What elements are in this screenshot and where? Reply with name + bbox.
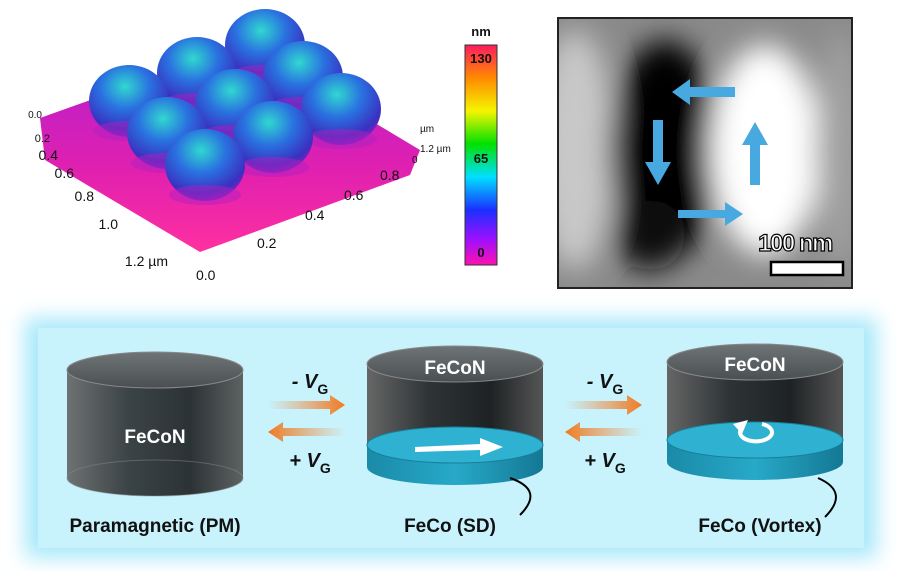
- voltage-subscript: G: [320, 460, 331, 476]
- surface-dome: [165, 129, 245, 201]
- axis-label: 0.6: [55, 165, 75, 181]
- cylinder-top: [66, 351, 244, 389]
- spin-arrow: [415, 438, 503, 456]
- mfm-image: 100 nm: [557, 17, 853, 289]
- scale-bar: [769, 260, 845, 277]
- layer-label: FeCoN: [724, 355, 785, 376]
- pointer: [817, 477, 837, 518]
- axis-label: 0.8: [380, 167, 400, 183]
- afm-surface: [40, 9, 420, 252]
- transition-arrows: [268, 395, 642, 442]
- voltage-label: + VG: [584, 450, 626, 476]
- cylinder-body: [67, 370, 243, 496]
- axis-label: 0.6: [344, 187, 364, 203]
- cylinder-top: [366, 345, 544, 383]
- transition-diagram: FeCoN FeCoN FeCoN Paramagnetic (PM) FeCo…: [25, 318, 877, 558]
- axis-label: 0.4: [305, 207, 325, 223]
- axis-label: 1.0: [99, 216, 119, 232]
- dome-shadow: [237, 157, 309, 177]
- axis-label: 0.0: [196, 267, 216, 283]
- colorbar-scale: [464, 44, 498, 266]
- disk-top: [366, 426, 544, 464]
- axis-label: 0.4: [39, 147, 59, 163]
- axis-label: 1.2 µm: [125, 253, 168, 269]
- pointer: [509, 477, 532, 516]
- layer-label: FeCoN: [424, 358, 485, 379]
- afm-axes: 0.0 0.2 0.4 0.6 0.8 1.0 1.2 µm 0.0 0.2 0…: [28, 110, 451, 283]
- dome-shadow: [305, 129, 377, 149]
- axis-label: 0.2: [35, 133, 50, 145]
- voltage-text: + V: [289, 450, 321, 472]
- cylinder-top: [666, 343, 844, 381]
- colorbar-tick: 0: [477, 245, 484, 260]
- state-caption: Paramagnetic (PM): [69, 516, 240, 537]
- voltage-text: - V: [587, 371, 614, 393]
- layer-label: FeCoN: [124, 427, 185, 448]
- state-caption: FeCo (Vortex): [698, 516, 821, 537]
- magnetization-arrows: [645, 79, 768, 226]
- colorbar-tick: 130: [470, 51, 492, 66]
- colorbar-unit: nm: [471, 24, 491, 39]
- vortex-arrowhead: [733, 420, 748, 434]
- voltage-text: - V: [292, 371, 319, 393]
- axis-label: 0.0: [28, 110, 42, 121]
- state-caption: FeCo (SD): [404, 516, 496, 537]
- voltage-label: + VG: [289, 450, 331, 476]
- axis-label: 1.2 µm: [420, 144, 451, 155]
- surface-dome: [301, 73, 381, 145]
- axis-label: 0.2: [257, 235, 277, 251]
- vortex-arrow: [738, 422, 774, 444]
- dome-shadow: [169, 185, 241, 205]
- cylinder-bottom-rim: [66, 459, 244, 497]
- colorbar-tick: 65: [474, 151, 488, 166]
- axis-label: 0.8: [75, 188, 95, 204]
- scale-bar-label: 100 nm: [758, 230, 832, 257]
- voltage-subscript: G: [612, 381, 623, 397]
- voltage-subscript: G: [317, 381, 328, 397]
- voltage-label: - VG: [292, 371, 329, 397]
- axis-label: µm: [420, 124, 434, 135]
- colorbar: nm 130 65 0: [464, 24, 498, 266]
- surface-dome: [233, 101, 313, 173]
- voltage-text: + V: [584, 450, 616, 472]
- axis-label: 0: [412, 155, 418, 166]
- voltage-subscript: G: [615, 460, 626, 476]
- voltage-label: - VG: [587, 371, 624, 397]
